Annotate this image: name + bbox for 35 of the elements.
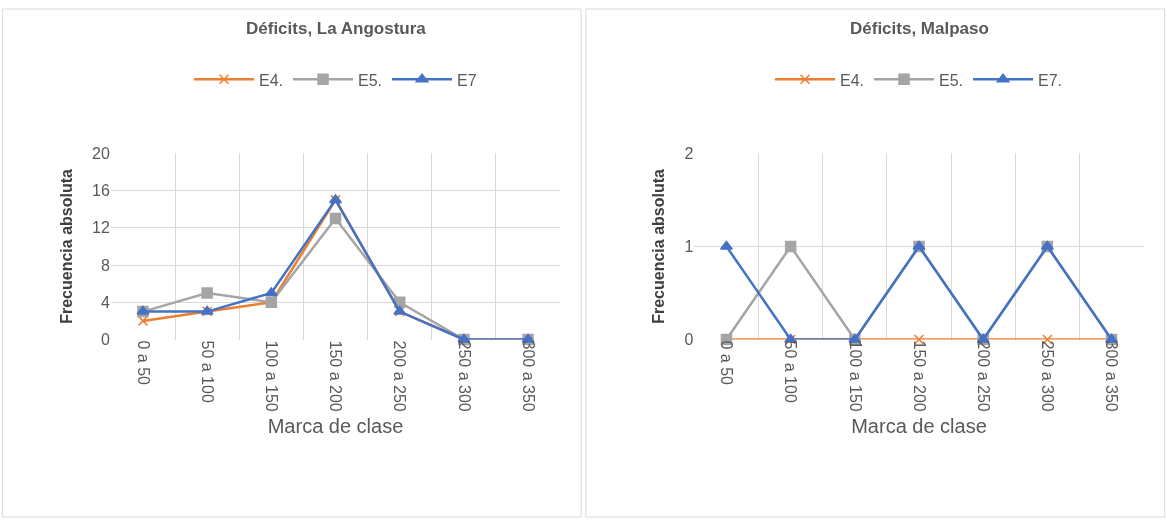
- y-tick-label: 4: [100, 293, 110, 311]
- x-tick-label: 250 a 300: [1039, 340, 1057, 412]
- legend-label: E4.: [259, 71, 284, 89]
- y-tick-label: 0: [684, 331, 694, 349]
- chart-title: Déficits, La Angostura: [246, 19, 427, 38]
- x-axis-title: Marca de clase: [851, 415, 987, 438]
- legend-label: E5.: [358, 71, 383, 89]
- x-tick-label: 0 a 50: [134, 340, 152, 386]
- y-axis-title: Frecuencia absoluta: [57, 168, 75, 324]
- y-tick-label: 1: [684, 238, 694, 256]
- chart-title: Déficits, Malpaso: [850, 19, 989, 38]
- x-tick-label: 200 a 250: [974, 340, 992, 412]
- legend-label: E4.: [840, 71, 865, 89]
- y-tick-label: 16: [92, 182, 110, 200]
- x-tick-label: 50 a 100: [782, 340, 800, 403]
- x-tick-label: 100 a 150: [846, 340, 864, 412]
- x-tick-label: 300 a 350: [519, 340, 537, 412]
- x-tick-label: 100 a 150: [263, 340, 281, 412]
- y-tick-label: 2: [684, 144, 694, 162]
- legend-label: E5.: [939, 71, 964, 89]
- x-tick-label: 50 a 100: [198, 340, 216, 403]
- legend-label: E7: [457, 71, 477, 89]
- x-axis-title: Marca de clase: [267, 415, 404, 438]
- y-tick-label: 20: [92, 144, 110, 162]
- x-tick-label: 150 a 200: [327, 340, 345, 412]
- y-axis-title: Frecuencia absoluta: [650, 168, 668, 324]
- x-tick-label: 200 a 250: [391, 340, 409, 412]
- x-tick-label: 300 a 350: [1103, 340, 1121, 412]
- y-tick-label: 0: [100, 331, 110, 349]
- x-tick-label: 250 a 300: [455, 340, 473, 412]
- x-tick-label: 0 a 50: [718, 340, 736, 386]
- legend-label: E7.: [1038, 71, 1063, 89]
- x-tick-label: 150 a 200: [910, 340, 928, 412]
- y-tick-label: 8: [100, 256, 110, 274]
- y-tick-label: 12: [92, 219, 110, 237]
